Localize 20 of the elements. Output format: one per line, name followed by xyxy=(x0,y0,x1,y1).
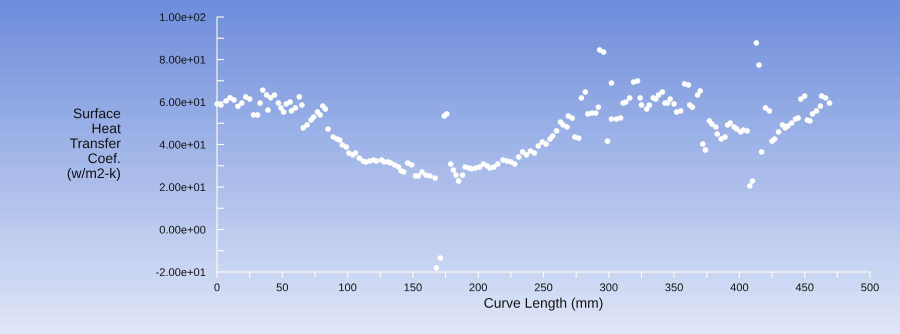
x-tick-label: 350 xyxy=(665,283,683,292)
x-tick-label: 100 xyxy=(339,283,356,292)
x-tick-label: 50 xyxy=(276,283,288,292)
x-tick-label: 400 xyxy=(730,283,748,292)
x-tick-label: 0 xyxy=(214,283,220,292)
y-tick-label: 1.00e+02 xyxy=(160,13,206,22)
x-tick-label: 450 xyxy=(796,283,814,292)
x-tick-label: 500 xyxy=(861,283,879,292)
x-tick-label: 250 xyxy=(534,283,552,292)
x-tick-label: 150 xyxy=(404,283,422,292)
y-axis-title: Surface Heat Transfer Coef. (w/m2-k) xyxy=(68,108,121,181)
y-tick-label: 0.00e+00 xyxy=(160,226,206,234)
x-tick-label: 300 xyxy=(600,283,618,292)
y-tick-label: 2.00e+01 xyxy=(160,183,206,192)
y-tick-label: 6.00e+01 xyxy=(160,98,206,106)
x-axis-title: Curve Length (mm) xyxy=(484,298,602,311)
x-tick-label: 200 xyxy=(469,283,488,292)
y-tick-label: 4.00e+01 xyxy=(159,140,206,149)
y-tick-label: -2.00e+01 xyxy=(156,268,206,276)
y-tick-label: 8.00e+01 xyxy=(160,56,206,64)
